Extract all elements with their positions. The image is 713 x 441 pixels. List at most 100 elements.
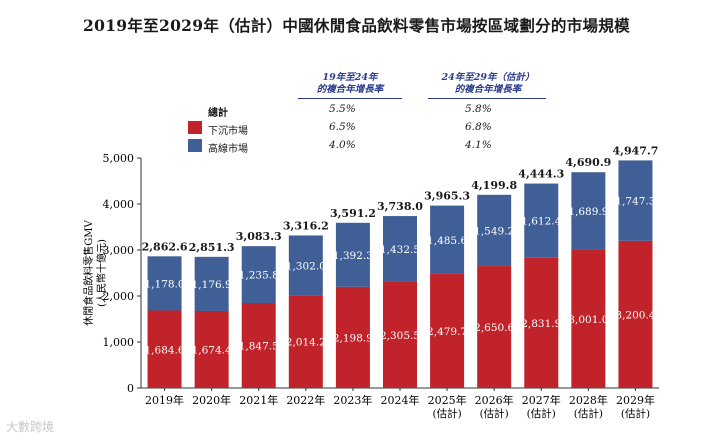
bar-lower-tier <box>430 273 465 388</box>
x-tick-label: 2023年 <box>333 393 372 407</box>
chart-title: 2019年至2029年（估計）中國休閒食品飲料零售市場按區域劃分的市場規模 <box>83 16 630 35</box>
data-label-higher-tier: 1,392.3 <box>333 250 373 262</box>
x-tick-sublabel: (估計) <box>574 407 603 420</box>
data-label-lower-tier: 2,479.7 <box>427 326 467 338</box>
data-label-higher-tier: 1,235.8 <box>239 270 279 282</box>
legend-swatch-lower-tier <box>188 121 202 134</box>
x-tick-label: 2020年 <box>192 393 231 407</box>
y-tick-label: 1,000 <box>103 336 135 349</box>
data-label-lower-tier: 1,684.6 <box>145 344 185 356</box>
data-label-higher-tier: 1,747.3 <box>615 196 655 208</box>
y-tick-label: 5,000 <box>103 152 135 165</box>
bar-higher-tier <box>477 194 512 267</box>
legend-total-cagr1: 5.5% <box>329 103 356 115</box>
legend-higher-tier-cagr2: 4.1% <box>465 139 492 151</box>
y-tick-label: 2,000 <box>103 290 135 303</box>
total-label: 4,444.3 <box>518 168 564 181</box>
bar-higher-tier <box>194 256 229 311</box>
data-label-higher-tier: 1,176.9 <box>192 279 232 291</box>
data-label-higher-tier: 1,432.5 <box>380 244 420 256</box>
total-label: 3,591.2 <box>330 207 376 220</box>
bar-lower-tier <box>194 310 229 388</box>
legend-lower-tier-cagr2: 6.8% <box>465 121 492 133</box>
total-label: 2,862.6 <box>142 240 188 253</box>
bar-higher-tier <box>335 222 370 287</box>
total-label: 3,316.2 <box>283 219 329 232</box>
bar-lower-tier <box>147 310 182 388</box>
bar-lower-tier <box>571 249 606 388</box>
total-label: 2,851.3 <box>189 241 235 254</box>
x-tick-sublabel: (估計) <box>527 407 556 420</box>
y-axis-unit: (人民幣十億元) <box>95 239 108 307</box>
data-label-higher-tier: 1,178.0 <box>145 278 185 290</box>
cagr-header-2-underline <box>428 98 546 99</box>
cagr-header-2-line1: 24年至29年（估計） <box>441 72 535 83</box>
x-tick-sublabel: (估計) <box>621 407 650 420</box>
x-tick-sublabel: (估計) <box>432 407 461 420</box>
cagr-header-1-line1: 19年至24年 <box>322 72 378 83</box>
watermark: 大數跨境 <box>6 420 55 434</box>
x-tick-label: 2024年 <box>381 393 420 407</box>
data-label-higher-tier: 1,302.0 <box>286 260 326 272</box>
cagr-header-2-line2: 的複合年增長率 <box>454 84 522 95</box>
data-label-lower-tier: 3,001.0 <box>568 314 608 326</box>
cagr-header-1-underline <box>298 98 402 99</box>
cagr-header-2: 24年至29年（估計） 的複合年增長率 <box>418 72 558 96</box>
bar-lower-tier <box>335 286 370 388</box>
x-tick-label: 2029年 <box>616 393 655 407</box>
x-tick-label: 2026年 <box>475 393 514 407</box>
data-label-lower-tier: 2,650.6 <box>474 322 514 334</box>
cagr-header-1: 19年至24年 的複合年增長率 <box>290 72 410 96</box>
y-axis-title: 休閒食品飲料零售GMV <box>82 219 95 325</box>
cagr-header-1-line2: 的複合年增長率 <box>316 84 384 95</box>
bar-higher-tier <box>241 246 276 304</box>
bar-lower-tier <box>288 295 323 388</box>
data-label-higher-tier: 1,689.9 <box>568 206 608 218</box>
x-tick-label: 2025年 <box>428 393 467 407</box>
bar-higher-tier <box>571 172 606 250</box>
x-tick-label: 2019年 <box>145 393 184 407</box>
legend-higher-tier-label: 高線市場 <box>208 144 248 155</box>
bar-lower-tier <box>618 240 653 388</box>
data-label-higher-tier: 1,612.4 <box>521 216 561 228</box>
bar-higher-tier <box>618 160 653 241</box>
legend-higher-tier-cagr1: 4.0% <box>329 139 356 151</box>
legend-total-cagr2: 5.8% <box>465 103 492 115</box>
bar-lower-tier <box>524 257 559 388</box>
bar-lower-tier <box>477 266 512 388</box>
total-label: 3,738.0 <box>377 200 423 213</box>
data-label-higher-tier: 1,549.2 <box>474 225 514 237</box>
data-label-lower-tier: 2,305.5 <box>380 330 420 342</box>
x-tick-label: 2028年 <box>569 393 608 407</box>
data-label-lower-tier: 1,674.4 <box>192 344 232 356</box>
total-label: 3,083.3 <box>236 230 282 243</box>
y-tick-label: 4,000 <box>103 198 135 211</box>
legend-total-label: 總計 <box>208 108 228 119</box>
total-label: 4,199.8 <box>471 179 517 192</box>
bar-lower-tier <box>383 281 417 388</box>
data-label-lower-tier: 2,014.2 <box>286 337 326 349</box>
bar-higher-tier <box>524 183 559 258</box>
data-label-lower-tier: 1,847.5 <box>239 341 279 353</box>
total-label: 3,965.3 <box>424 190 470 203</box>
bar-lower-tier <box>241 303 276 388</box>
data-label-higher-tier: 1,485.6 <box>427 235 467 247</box>
data-label-lower-tier: 2,198.9 <box>333 332 373 344</box>
legend-lower-tier-cagr1: 6.5% <box>329 121 356 133</box>
total-label: 4,690.9 <box>565 156 611 169</box>
bar-higher-tier <box>430 205 465 274</box>
legend-swatch-higher-tier <box>188 139 202 152</box>
data-label-lower-tier: 2,831.9 <box>521 318 561 330</box>
bar-higher-tier <box>288 235 323 296</box>
total-label: 4,947.7 <box>612 144 658 157</box>
x-tick-label: 2027年 <box>522 393 561 407</box>
y-tick-label: 0 <box>127 382 134 395</box>
x-tick-label: 2021年 <box>239 393 278 407</box>
y-tick-label: 3,000 <box>103 244 135 257</box>
data-label-lower-tier: 3,200.4 <box>615 309 655 321</box>
legend-lower-tier-label: 下沉市場 <box>208 126 248 137</box>
bar-higher-tier <box>383 216 417 282</box>
x-tick-sublabel: (估計) <box>480 407 509 420</box>
bar-higher-tier <box>147 256 182 311</box>
